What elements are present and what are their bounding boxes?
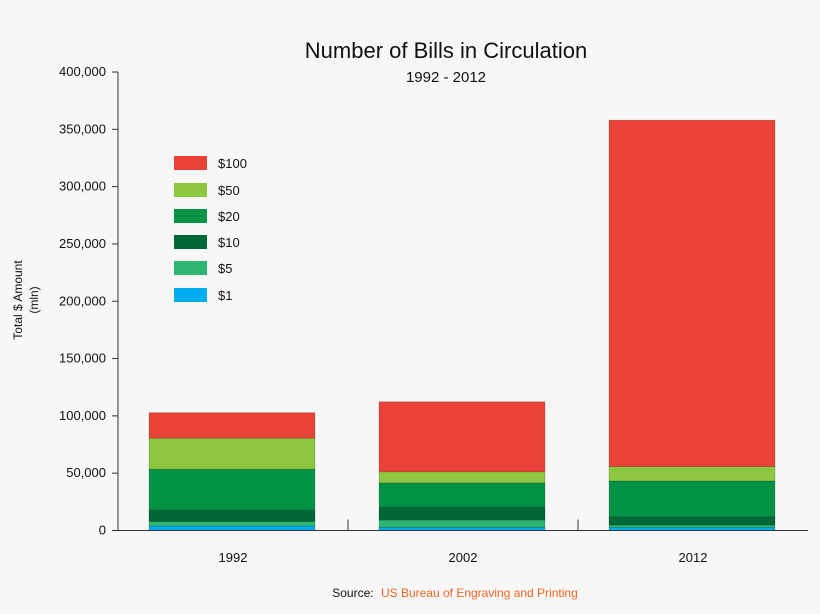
y-tick-label: 200,000 bbox=[59, 293, 106, 308]
y-tick-label: 50,000 bbox=[66, 465, 106, 480]
bar-segment-50-1992 bbox=[148, 437, 316, 470]
chart-title: Number of Bills in Circulation bbox=[305, 38, 587, 63]
bar-segment-100-2012 bbox=[608, 119, 776, 467]
bar-segment-5-1992 bbox=[148, 521, 316, 527]
y-axis-label: Total $ Amount bbox=[11, 260, 25, 340]
bar-segment-5-2002 bbox=[378, 519, 546, 528]
y-tick-label: 400,000 bbox=[59, 64, 106, 79]
x-tick-label: 2012 bbox=[679, 550, 708, 565]
legend-swatch bbox=[174, 156, 207, 170]
bar-segment-10-2002 bbox=[378, 506, 546, 521]
legend-label: $1 bbox=[218, 288, 232, 303]
source-text[interactable]: US Bureau of Engraving and Printing bbox=[381, 586, 578, 600]
legend-swatch bbox=[174, 288, 207, 302]
legend-label: $10 bbox=[218, 235, 240, 250]
legend-swatch bbox=[174, 235, 207, 249]
bar-segment-5-2012 bbox=[608, 524, 776, 528]
legend-swatch bbox=[174, 183, 207, 197]
y-tick-label: 300,000 bbox=[59, 179, 106, 194]
bar-segment-50-2012 bbox=[608, 466, 776, 482]
bar-segment-20-2002 bbox=[378, 482, 546, 508]
y-tick-label: 150,000 bbox=[59, 351, 106, 366]
bars bbox=[148, 119, 776, 531]
bar-segment-100-1992 bbox=[148, 412, 316, 439]
bar-segment-50-2002 bbox=[378, 471, 546, 484]
x-axis: 1992 2002 2012 bbox=[118, 519, 808, 565]
bar-segment-20-2012 bbox=[608, 480, 776, 518]
y-tick-label: 100,000 bbox=[59, 408, 106, 423]
y-axis-unit: (mln) bbox=[27, 286, 41, 313]
legend: $100 $50 $20 $10 $5 $1 bbox=[174, 156, 247, 303]
bar-segment-10-1992 bbox=[148, 509, 316, 522]
x-tick-label: 2002 bbox=[449, 550, 478, 565]
y-tick-label: 250,000 bbox=[59, 236, 106, 251]
y-tick-label: 350,000 bbox=[59, 121, 106, 136]
legend-label: $20 bbox=[218, 209, 240, 224]
bar-segment-10-2012 bbox=[608, 516, 776, 526]
legend-label: $100 bbox=[218, 156, 247, 171]
legend-swatch bbox=[174, 209, 207, 223]
legend-label: $5 bbox=[218, 261, 232, 276]
y-tick-label: 0 bbox=[99, 523, 106, 538]
bar-segment-20-1992 bbox=[148, 468, 316, 511]
source-note: Source: US Bureau of Engraving and Print… bbox=[332, 586, 578, 600]
x-tick-label: 1992 bbox=[219, 550, 248, 565]
source-label: Source: bbox=[332, 586, 373, 600]
bar-segment-1-1992 bbox=[148, 525, 316, 531]
bar-segment-100-2002 bbox=[378, 401, 546, 473]
y-axis: 0 50,000 100,000 150,000 200,000 250,000 300,0… bbox=[59, 64, 119, 538]
legend-label: $50 bbox=[218, 183, 240, 198]
chart-subtitle: 1992 - 2012 bbox=[406, 69, 486, 86]
legend-swatch bbox=[174, 261, 207, 275]
